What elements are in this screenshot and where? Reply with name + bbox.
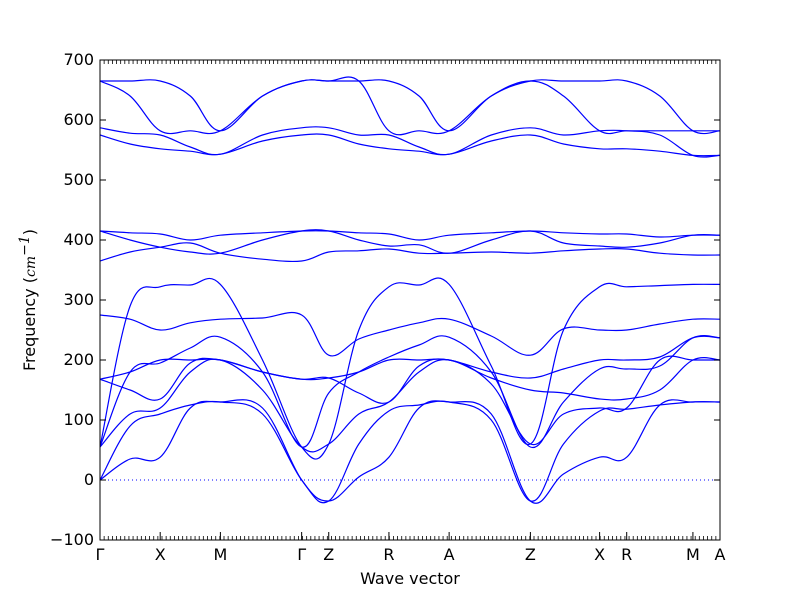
band-line-11 bbox=[100, 230, 720, 241]
y-tick-label: 400 bbox=[63, 230, 94, 249]
y-tick-label: −100 bbox=[50, 530, 94, 549]
x-tick-label: Γ bbox=[96, 545, 105, 564]
band-line-7 bbox=[100, 311, 720, 357]
x-tick-label: M bbox=[686, 545, 700, 564]
plot-area bbox=[99, 59, 721, 541]
band-line-3 bbox=[100, 355, 720, 453]
x-tick-label: X bbox=[594, 545, 605, 564]
band-line-5 bbox=[100, 335, 720, 381]
band-line-14 bbox=[100, 76, 720, 136]
y-tick-label: 0 bbox=[84, 470, 94, 489]
x-tick-label: M bbox=[213, 545, 227, 564]
y-tick-label: 100 bbox=[63, 410, 94, 429]
y-tick-label: 200 bbox=[63, 350, 94, 369]
x-tick-label: Z bbox=[525, 545, 536, 564]
x-tick-label: Γ bbox=[297, 545, 306, 564]
band-line-9 bbox=[100, 242, 720, 263]
band-line-4 bbox=[100, 357, 720, 404]
x-tick-label: R bbox=[621, 545, 632, 564]
y-axis-label: Frequency (cm−1) bbox=[17, 229, 39, 371]
y-tick-label: 600 bbox=[63, 110, 94, 129]
band-line-8 bbox=[100, 277, 720, 460]
x-axis-label: Wave vector bbox=[360, 569, 460, 588]
x-tick-label: R bbox=[383, 545, 394, 564]
x-tick-label: Z bbox=[323, 545, 334, 564]
band-line-15 bbox=[100, 79, 720, 135]
y-tick-label: 500 bbox=[63, 170, 94, 189]
band-line-6 bbox=[100, 334, 720, 448]
y-tick-label: 300 bbox=[63, 290, 94, 309]
band-line-12 bbox=[100, 133, 720, 157]
y-tick-label: 700 bbox=[63, 50, 94, 69]
band-line-10 bbox=[100, 229, 720, 255]
x-tick-label: A bbox=[715, 545, 726, 564]
band-lines bbox=[100, 76, 720, 504]
y-axis-ticks: −100 0 100 200 300 400 500 600 700 bbox=[50, 50, 720, 549]
band-line-2 bbox=[100, 400, 720, 504]
x-tick-label: X bbox=[155, 545, 166, 564]
x-tick-label: A bbox=[444, 545, 455, 564]
